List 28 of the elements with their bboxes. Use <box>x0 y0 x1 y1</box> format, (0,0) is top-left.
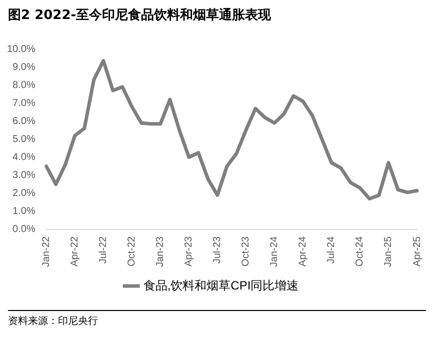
x-tick-label: Apr-24 <box>298 236 309 266</box>
y-tick-label: 1.0% <box>12 206 36 218</box>
x-tick-label: Apr-22 <box>70 236 81 266</box>
x-tick-label: Apr-23 <box>184 236 195 266</box>
y-tick-label: 8.0% <box>12 80 36 91</box>
x-tick-label: Oct-22 <box>126 236 138 266</box>
y-tick-label: 4.0% <box>12 152 36 164</box>
legend-label: 食品,饮料和烟草CPI同比增速 <box>143 278 299 292</box>
x-tick-label: Jan-23 <box>155 236 166 267</box>
x-tick-label: Oct-24 <box>354 236 366 266</box>
y-tick-label: 2.0% <box>12 188 36 200</box>
x-tick-label: Jul-22 <box>98 236 110 264</box>
y-tick-label: 0.0% <box>12 224 36 236</box>
y-tick-label: 10.0% <box>6 44 36 55</box>
y-tick-label: 7.0% <box>12 98 36 109</box>
text: 资料来源：印尼央行 <box>8 314 98 328</box>
y-tick-label: 3.0% <box>12 170 36 182</box>
x-tick-label: Jan-24 <box>269 236 280 267</box>
y-tick-label: 9.0% <box>12 62 36 73</box>
x-tick-label: Jul-23 <box>212 236 224 264</box>
x-tick-label: Apr-25 <box>412 236 423 266</box>
x-tick-label: Oct-23 <box>240 236 252 266</box>
chart-title: 图2 2022-至今印尼食品饮料和烟草通胀表现 <box>8 7 272 24</box>
y-tick-label: 6.0% <box>12 116 36 127</box>
y-tick-label: 5.0% <box>12 134 36 145</box>
x-tick-label: Jul-24 <box>326 236 338 264</box>
x-tick-label: Jan-25 <box>383 236 394 267</box>
x-tick-label: Jan-22 <box>41 236 52 267</box>
